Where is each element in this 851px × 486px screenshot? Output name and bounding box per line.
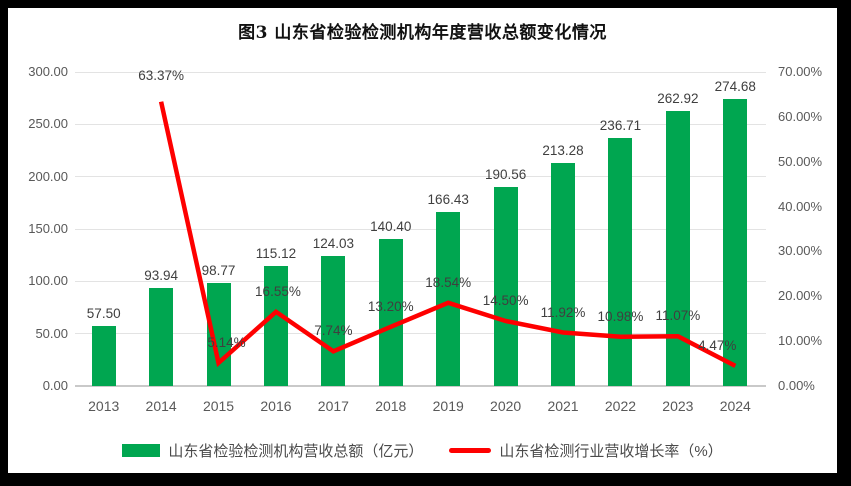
x-axis-label: 2023 (662, 398, 694, 414)
bar-value-label: 274.68 (714, 78, 756, 94)
line-value-label: 63.37% (138, 67, 185, 83)
legend: 山东省检验检测机构营收总额（亿元） 山东省检测行业营收增长率（%） (8, 440, 837, 461)
x-axis-label: 2013 (88, 398, 120, 414)
line-value-label: 11.92% (540, 304, 586, 320)
bar (436, 211, 461, 386)
chart-title: 图3 山东省检验检测机构年度营收总额变化情况 (238, 23, 607, 43)
bar-value-label: 140.40 (370, 219, 412, 235)
gridline (75, 71, 766, 73)
line-swatch-icon (449, 448, 492, 453)
bar-value-label: 166.43 (427, 191, 469, 207)
y-right-tick: 50.00% (778, 153, 823, 169)
bar (263, 265, 288, 386)
bar-value-label: 236.71 (599, 118, 642, 134)
y-right-tick: 70.00% (778, 64, 823, 79)
x-axis-label: 2017 (317, 398, 349, 414)
gridline (75, 385, 766, 387)
y-right-tick: 60.00% (778, 108, 823, 124)
y-left-tick: 50.00 (35, 325, 68, 341)
y-left-tick: 200.00 (28, 168, 68, 184)
line-value-label: 5.14% (207, 334, 246, 350)
chart-canvas: 图3 山东省检验检测机构年度营收总额变化情况 0.00 50.00 100.00 15… (8, 8, 837, 473)
x-axis-label: 2015 (202, 398, 235, 414)
bar (608, 138, 633, 386)
gridline (75, 176, 766, 178)
legend-label-bars: 山东省检验检测机构营收总额（亿元） (168, 443, 424, 460)
y-left-tick: 100.00 (28, 273, 68, 289)
x-axis-label: 2018 (375, 398, 407, 414)
x-axis-label: 2021 (547, 398, 579, 414)
line-value-label: 10.98% (597, 308, 644, 324)
x-axis-label: 2019 (432, 398, 464, 414)
x-axis-label: 2024 (719, 398, 751, 414)
line-value-label: 13.20% (367, 298, 414, 314)
bar (149, 287, 174, 386)
x-axis-label: 2022 (604, 398, 637, 414)
y-right-tick: 40.00% (778, 198, 823, 214)
bar (723, 98, 748, 386)
bar-value-label: 98.77 (201, 262, 236, 278)
legend-item-line: 山东省检测行业营收增长率（%） (449, 440, 723, 461)
y-left-tick: 250.00 (28, 116, 68, 132)
bar-value-label: 213.28 (542, 142, 584, 158)
growth-line-path (158, 101, 737, 368)
bar-swatch-icon (122, 444, 161, 457)
y-right-tick: 0.00% (778, 378, 815, 393)
y-right-tick: 20.00% (778, 288, 823, 304)
gridline (75, 333, 766, 335)
gridline (75, 228, 766, 230)
legend-label-line: 山东省检测行业营收增长率（%） (499, 443, 723, 460)
bar (91, 325, 116, 386)
plot-area: 0.00 50.00 100.00 150.00 200.00 250.00 300.00 0… (8, 8, 837, 473)
bar (551, 162, 576, 386)
y-right-tick: 30.00% (778, 243, 823, 259)
x-axis-label: 2016 (260, 398, 292, 414)
gridline (75, 123, 766, 125)
bar-value-label: 190.56 (484, 166, 527, 182)
bar (378, 239, 403, 386)
bar-value-label: 115.12 (255, 245, 297, 261)
x-axis-label: 2020 (490, 398, 522, 414)
y-right-tick: 10.00% (778, 333, 823, 349)
legend-item-bars: 山东省检验检测机构营收总额（亿元） (122, 440, 423, 461)
bar (321, 256, 346, 386)
bar (493, 186, 518, 386)
bar-value-label: 124.03 (312, 236, 355, 252)
y-left-tick: 0.00 (42, 378, 68, 393)
growth-line (158, 101, 737, 368)
line-value-label: 18.54% (425, 274, 472, 290)
x-axis-label: 2014 (145, 398, 177, 414)
bar-value-label: 262.92 (657, 90, 699, 106)
bar-value-label: 93.94 (144, 267, 179, 283)
line-value-label: 16.55% (255, 283, 301, 299)
line-value-label: 7.74% (314, 323, 353, 339)
y-left-tick: 300.00 (28, 64, 68, 79)
line-value-label: 4.47% (698, 337, 737, 353)
gridline (75, 280, 766, 282)
line-value-label: 11.07% (655, 308, 701, 324)
y-left-tick: 150.00 (28, 221, 68, 236)
bar-value-label: 57.50 (86, 305, 121, 321)
line-value-label: 14.50% (482, 292, 529, 308)
